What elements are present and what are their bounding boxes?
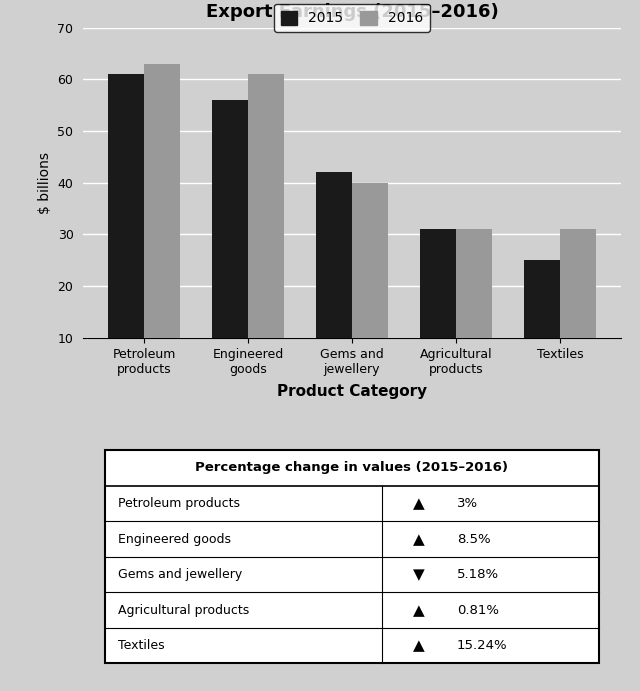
Text: ▲: ▲ bbox=[413, 531, 425, 547]
Text: ▼: ▼ bbox=[413, 567, 425, 583]
Text: Agricultural products: Agricultural products bbox=[118, 604, 250, 616]
Bar bbox=[456, 229, 492, 390]
Y-axis label: $ billions: $ billions bbox=[38, 152, 52, 214]
Text: 5.18%: 5.18% bbox=[457, 568, 499, 581]
Text: Engineered goods: Engineered goods bbox=[118, 533, 231, 546]
Text: ▲: ▲ bbox=[413, 496, 425, 511]
Text: 0.81%: 0.81% bbox=[457, 604, 499, 616]
X-axis label: Product Category: Product Category bbox=[277, 384, 427, 399]
Bar bbox=[108, 74, 144, 390]
Text: 8.5%: 8.5% bbox=[457, 533, 491, 546]
Legend: 2015, 2016: 2015, 2016 bbox=[274, 3, 430, 32]
Text: Petroleum products: Petroleum products bbox=[118, 498, 240, 510]
Bar bbox=[144, 64, 180, 390]
Bar bbox=[420, 229, 456, 390]
Title: Export Earnings (2015–2016): Export Earnings (2015–2016) bbox=[205, 3, 499, 21]
Bar bbox=[524, 261, 560, 390]
Text: Percentage change in values (2015–2016): Percentage change in values (2015–2016) bbox=[195, 462, 509, 474]
Text: 3%: 3% bbox=[457, 498, 478, 510]
Text: Textiles: Textiles bbox=[118, 639, 164, 652]
Bar bbox=[248, 74, 284, 390]
Text: Gems and jewellery: Gems and jewellery bbox=[118, 568, 243, 581]
Bar bbox=[212, 100, 248, 390]
Text: ▲: ▲ bbox=[413, 603, 425, 618]
Bar bbox=[560, 229, 596, 390]
Text: 15.24%: 15.24% bbox=[457, 639, 508, 652]
Text: ▲: ▲ bbox=[413, 638, 425, 653]
Bar bbox=[316, 173, 352, 390]
Bar bbox=[352, 182, 388, 390]
